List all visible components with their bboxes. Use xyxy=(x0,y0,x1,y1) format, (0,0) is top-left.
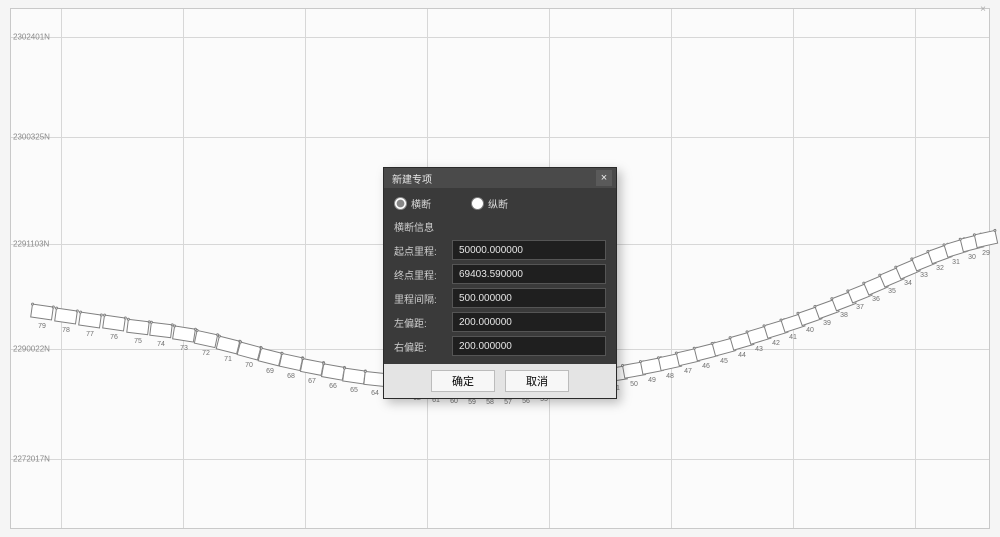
segment-label: 47 xyxy=(684,368,692,375)
axis-label: 2272017N xyxy=(13,455,50,464)
segment-label: 74 xyxy=(157,341,165,348)
segment-label: 48 xyxy=(666,373,674,380)
close-icon[interactable]: × xyxy=(596,170,612,186)
param-input-3[interactable] xyxy=(452,312,606,332)
segment-label: 40 xyxy=(806,327,814,334)
segment-label: 42 xyxy=(772,340,780,347)
path-segment[interactable] xyxy=(974,230,998,248)
radio-profile[interactable]: 纵断 xyxy=(471,196,508,211)
segment-label: 67 xyxy=(308,378,316,385)
cancel-button[interactable]: 取消 xyxy=(505,370,569,392)
radio-profile-input[interactable] xyxy=(471,197,484,210)
path-segment[interactable] xyxy=(102,315,126,332)
radio-cross[interactable]: 横断 xyxy=(394,196,431,211)
segment-label: 57 xyxy=(504,399,512,406)
segment-label: 70 xyxy=(245,362,253,369)
path-segment[interactable] xyxy=(172,325,196,342)
segment-label: 72 xyxy=(202,350,210,357)
radio-profile-label: 纵断 xyxy=(488,196,508,211)
segment-label: 39 xyxy=(823,320,831,327)
app-close-hint: × xyxy=(980,4,986,15)
segment-label: 64 xyxy=(371,390,379,397)
param-label: 里程间隔: xyxy=(394,291,452,306)
path-segment[interactable] xyxy=(54,308,78,325)
param-label: 终点里程: xyxy=(394,267,452,282)
segment-label: 71 xyxy=(224,356,232,363)
segment-label: 41 xyxy=(789,334,797,341)
dialog-buttons: 确定 取消 xyxy=(384,364,616,398)
param-input-0[interactable] xyxy=(452,240,606,260)
path-segment[interactable] xyxy=(149,322,173,339)
segment-label: 65 xyxy=(350,387,358,394)
path-segment[interactable] xyxy=(30,304,54,321)
segment-label: 49 xyxy=(648,377,656,384)
param-input-4[interactable] xyxy=(452,336,606,356)
segment-label: 33 xyxy=(920,272,928,279)
section-header: 横断信息 xyxy=(394,219,606,234)
segment-label: 37 xyxy=(856,304,864,311)
segment-label: 32 xyxy=(936,265,944,272)
param-label: 左偏距: xyxy=(394,315,452,330)
grid-v xyxy=(793,9,794,528)
segment-label: 56 xyxy=(522,398,530,405)
section-dialog: 新建专项 × 横断 纵断 横断信息 起点里程: 终点里程: 里程间隔: 左偏距: 右偏距… xyxy=(383,167,617,399)
path-segment[interactable] xyxy=(342,368,366,385)
mode-radios: 横断 纵断 xyxy=(394,196,606,211)
segment-label: 38 xyxy=(840,312,848,319)
dialog-title: 新建专项 xyxy=(392,171,432,186)
grid-v xyxy=(61,9,62,528)
segment-label: 45 xyxy=(720,358,728,365)
segment-label: 29 xyxy=(982,250,990,257)
grid-v xyxy=(671,9,672,528)
param-label: 起点里程: xyxy=(394,243,452,258)
segment-label: 73 xyxy=(180,345,188,352)
param-row: 左偏距: xyxy=(394,312,606,332)
path-segment[interactable] xyxy=(78,312,102,329)
segment-label: 30 xyxy=(968,254,976,261)
segment-label: 75 xyxy=(134,338,142,345)
segment-label: 69 xyxy=(266,368,274,375)
grid-h xyxy=(11,459,989,460)
path-segment[interactable] xyxy=(321,363,345,381)
param-row: 里程间隔: xyxy=(394,288,606,308)
segment-label: 79 xyxy=(38,323,46,330)
segment-label: 34 xyxy=(904,280,912,287)
param-row: 右偏距: xyxy=(394,336,606,356)
segment-label: 58 xyxy=(486,399,494,406)
path-segment[interactable] xyxy=(126,319,150,336)
param-row: 起点里程: xyxy=(394,240,606,260)
dialog-body: 横断 纵断 横断信息 起点里程: 终点里程: 里程间隔: 左偏距: 右偏距: 确定 取消 xyxy=(384,188,616,398)
segment-label: 76 xyxy=(110,334,118,341)
segment-label: 59 xyxy=(468,399,476,406)
segment-label: 43 xyxy=(755,346,763,353)
param-input-1[interactable] xyxy=(452,264,606,284)
param-input-2[interactable] xyxy=(452,288,606,308)
axis-label: 2302401N xyxy=(13,33,50,42)
dialog-titlebar[interactable]: 新建专项 × xyxy=(384,168,616,188)
segment-label: 78 xyxy=(62,327,70,334)
ok-button[interactable]: 确定 xyxy=(431,370,495,392)
grid-h xyxy=(11,37,989,38)
segment-label: 36 xyxy=(872,296,880,303)
segment-label: 77 xyxy=(86,331,94,338)
path-segment[interactable] xyxy=(194,330,218,348)
segment-label: 50 xyxy=(630,381,638,388)
param-label: 右偏距: xyxy=(394,339,452,354)
radio-cross-label: 横断 xyxy=(411,196,431,211)
grid-v xyxy=(305,9,306,528)
segment-label: 60 xyxy=(450,398,458,405)
axis-label: 2300325N xyxy=(13,133,50,142)
axis-label: 2290022N xyxy=(13,345,50,354)
param-row: 终点里程: xyxy=(394,264,606,284)
segment-label: 46 xyxy=(702,363,710,370)
segment-label: 66 xyxy=(329,383,337,390)
axis-label: 2291103N xyxy=(13,240,49,249)
radio-cross-input[interactable] xyxy=(394,197,407,210)
segment-label: 68 xyxy=(287,373,295,380)
segment-label: 35 xyxy=(888,288,896,295)
grid-h xyxy=(11,137,989,138)
segment-label: 44 xyxy=(738,352,746,359)
grid-v xyxy=(183,9,184,528)
segment-label: 31 xyxy=(952,259,960,266)
